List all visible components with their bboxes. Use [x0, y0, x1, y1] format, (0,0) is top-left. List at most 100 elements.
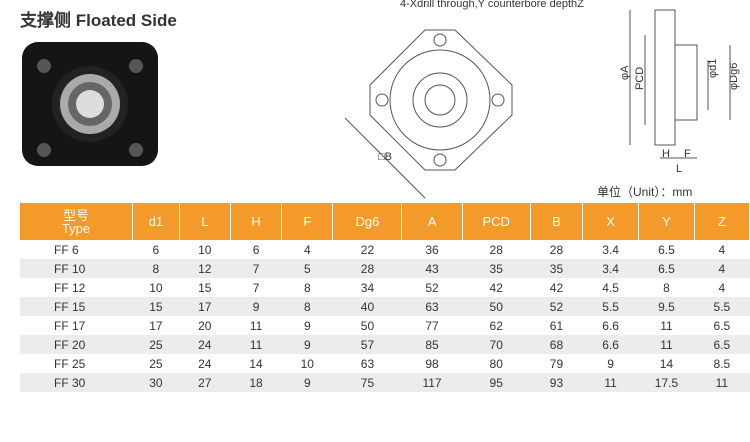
cell: 6: [152, 242, 160, 257]
column-header: L: [179, 203, 231, 240]
cell: 18: [230, 373, 282, 392]
cell: 27: [179, 373, 231, 392]
table-row: FF 6 6 10 6 4 22 36 28 28 3.4 6.5 4: [20, 240, 750, 259]
column-header: d1: [132, 203, 180, 240]
cell: 8: [303, 280, 311, 295]
cell: 6.6: [582, 335, 639, 354]
type-cell: FF 15: [20, 297, 133, 316]
cell: 17.5: [638, 373, 695, 392]
cell: 9: [303, 318, 311, 333]
cell: 10: [149, 280, 163, 295]
cell: 11: [638, 335, 695, 354]
dg6-label: φDg6: [728, 63, 740, 90]
column-header: Dg6: [332, 203, 403, 240]
table-row: FF 10 8 12 7 5 28 43 35 35 3.4 6.5 4: [20, 259, 750, 278]
cell: 8.5: [713, 356, 731, 371]
cell: 25: [132, 335, 180, 354]
cell: 12: [179, 259, 231, 278]
cell: 70: [462, 335, 531, 354]
cell: 14: [249, 356, 263, 371]
column-header: Z: [694, 203, 750, 240]
table-row: FF 30 30 27 18 9 75 117 95 93 11 17.5 11: [20, 373, 750, 392]
cell: 6.5: [658, 242, 675, 257]
cell: 9: [607, 356, 614, 371]
cell: 6.5: [713, 318, 731, 333]
cell: 11: [582, 373, 639, 392]
table-row: FF 17 17 20 11 9 50 77 62 61 6.6 11 6.5: [20, 316, 750, 335]
cell: 14: [659, 356, 674, 371]
cell: 8: [281, 297, 333, 316]
cell: 43: [401, 259, 463, 278]
column-header: PCD: [462, 203, 531, 240]
cell: 25: [149, 356, 163, 371]
cell: 8: [663, 280, 670, 295]
cell: 5: [281, 259, 333, 278]
cell: 6.5: [694, 335, 750, 354]
cell: 4: [694, 259, 750, 278]
front-view: [344, 29, 513, 199]
product-photo: [22, 42, 158, 166]
cell: 30: [132, 373, 180, 392]
cell: 40: [332, 297, 402, 316]
table-row: FF 20 25 24 11 9 57 85 70 68 6.6 11 6.5: [20, 335, 750, 354]
table-row: FF 15 15 17 9 8 40 63 50 52 5.5 9.5 5.5: [20, 297, 750, 316]
cell: 11: [249, 318, 263, 333]
cell: 6.5: [638, 259, 695, 278]
cell: 63: [360, 356, 375, 371]
cell: 62: [489, 318, 503, 333]
column-header: Y: [638, 203, 695, 240]
cell: 68: [530, 335, 583, 354]
cell: 9.5: [638, 297, 695, 316]
column-header: F: [281, 203, 334, 240]
column-header: 型号 Type: [20, 203, 134, 240]
h-label: H: [662, 148, 670, 160]
cell: 8: [132, 259, 180, 278]
cell: 52: [425, 280, 439, 295]
cell: 24: [198, 356, 212, 371]
cell: 4: [303, 242, 311, 257]
cell: 4.5: [602, 280, 619, 295]
cell: 57: [332, 335, 402, 354]
type-cell: FF 17: [54, 318, 86, 333]
square-label: □B: [378, 151, 392, 163]
cell: 10: [300, 356, 314, 371]
cell: 10: [198, 242, 212, 257]
cell: 9: [230, 297, 282, 316]
cell: 61: [549, 318, 564, 333]
cell: 35: [462, 259, 531, 278]
cell: 98: [425, 356, 439, 371]
cell: 34: [360, 280, 375, 295]
cell: 50: [462, 297, 531, 316]
cell: 11: [660, 318, 673, 333]
cell: 5.5: [582, 297, 639, 316]
cell: 4: [718, 242, 726, 257]
type-cell: FF 10: [20, 259, 133, 278]
cell: 24: [179, 335, 231, 354]
table-row: FF 12 10 15 7 8 34 52 42 42 4.5 8 4: [20, 278, 750, 297]
title: 支撑侧 Floated Side: [20, 11, 177, 30]
cell: 93: [530, 373, 583, 392]
cell: 7: [252, 280, 260, 295]
cell: 11: [694, 373, 750, 392]
column-header: X: [582, 203, 640, 240]
cell: 11: [230, 335, 282, 354]
cell: 75: [332, 373, 402, 392]
cell: 17: [179, 297, 231, 316]
cell: 3.4: [582, 259, 639, 278]
drawings: 4-Xdrill through,Y counterbore depthZ □B…: [22, 0, 740, 199]
cell: 15: [198, 280, 212, 295]
cell: 9: [281, 335, 333, 354]
cell: 50: [360, 318, 375, 333]
unit-label: 单位（Unit）：mm: [597, 185, 693, 199]
column-header: B: [530, 203, 584, 240]
cell: 5.5: [694, 297, 750, 316]
cell: 6.6: [602, 318, 619, 333]
cell: 77: [425, 318, 439, 333]
cell: 7: [230, 259, 282, 278]
type-cell: FF 30: [20, 373, 133, 392]
cell: 80: [489, 356, 503, 371]
cell: 42: [549, 280, 564, 295]
cell: 28: [549, 242, 564, 257]
cell: 6: [252, 242, 260, 257]
